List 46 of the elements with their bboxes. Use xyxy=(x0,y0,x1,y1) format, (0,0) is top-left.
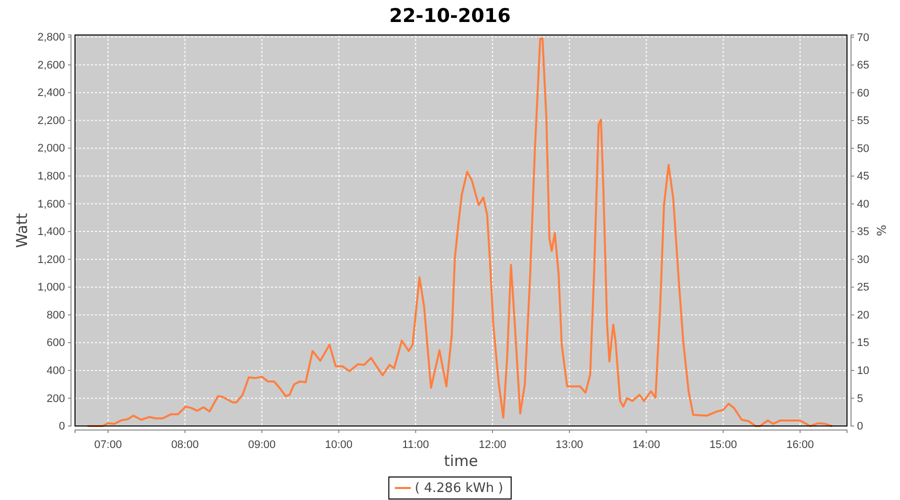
y2-tick-label: 45 xyxy=(857,170,870,183)
y2-tick-label: 5 xyxy=(857,392,864,405)
y-tick-label: 600 xyxy=(46,337,65,350)
y2-tick-label: 70 xyxy=(857,32,870,44)
y2-tick-label: 55 xyxy=(857,115,870,128)
y2-tick-label: 20 xyxy=(857,309,870,322)
y-tick-label: 800 xyxy=(46,309,65,322)
y-tick-label: 1,400 xyxy=(37,226,65,238)
y-tick-label: 0 xyxy=(58,420,65,433)
y-tick-label: 1,600 xyxy=(37,198,65,210)
y-tick-label: 2,600 xyxy=(37,59,65,72)
x-tick-label: 14:00 xyxy=(632,439,660,452)
y-axis-title: Watt xyxy=(13,212,31,248)
y2-tick-label: 60 xyxy=(857,87,870,100)
y2-tick-label: 25 xyxy=(857,282,870,294)
y2-axis-title: % xyxy=(874,224,888,236)
x-tick-label: 12:00 xyxy=(478,439,506,452)
y-tick-label: 2,200 xyxy=(37,114,65,127)
y-tick-label: 1,200 xyxy=(37,254,65,266)
y-tick-label: 200 xyxy=(46,392,65,405)
legend-label: ( 4.286 kWh ) xyxy=(414,481,504,496)
x-axis-title: time xyxy=(444,452,478,470)
y2-tick-label: 30 xyxy=(857,254,870,266)
chart-title: 22-10-2016 xyxy=(389,5,511,27)
y2-tick-label: 50 xyxy=(857,142,870,155)
x-tick-label: 08:00 xyxy=(171,439,199,452)
y-tick-label: 2,000 xyxy=(37,142,65,155)
y-tick-label: 1,800 xyxy=(37,170,65,182)
x-tick-label: 13:00 xyxy=(556,439,584,452)
x-tick-label: 16:00 xyxy=(786,439,814,452)
x-tick-label: 07:00 xyxy=(94,439,122,452)
y2-tick-label: 15 xyxy=(857,337,870,350)
y2-tick-label: 35 xyxy=(857,226,870,238)
x-tick-label: 15:00 xyxy=(709,439,737,452)
y-tick-label: 2,800 xyxy=(37,32,65,44)
y2-tick-label: 0 xyxy=(857,420,864,433)
y2-tick-label: 10 xyxy=(857,364,870,377)
x-tick-label: 11:00 xyxy=(402,439,429,452)
y2-tick-label: 65 xyxy=(857,60,870,72)
x-tick-label: 10:00 xyxy=(324,439,353,452)
line-series xyxy=(87,37,833,427)
y-tick-label: 1,000 xyxy=(37,282,65,294)
y2-tick-label: 40 xyxy=(857,198,870,210)
y-tick-label: 400 xyxy=(46,364,65,377)
y-tick-label: 2,400 xyxy=(37,87,65,100)
x-tick-label: 09:00 xyxy=(248,439,276,452)
